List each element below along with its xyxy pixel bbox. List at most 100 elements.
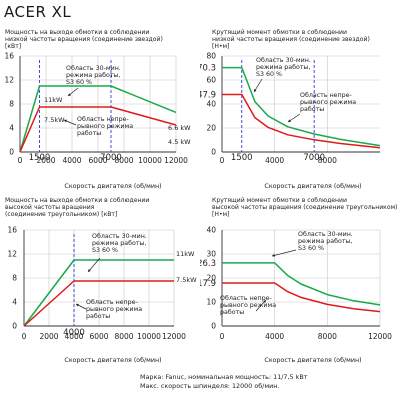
footer-specs: Марка: Fanuc, номинальная мощность: 11/7…	[140, 373, 307, 390]
annotation-text-line: режима работы,	[92, 239, 146, 247]
chart-3-annotation-arrowhead	[76, 303, 79, 307]
chart-1-x-tick-label: 12000	[164, 156, 188, 165]
annotation-text-line: работы	[77, 129, 101, 137]
chart-1-y-tick-label: 4	[9, 124, 14, 133]
chart-3-annotation-30min: Область 30-мин.режима работы,S3 60 %	[92, 232, 147, 254]
chart-3-xlabel: Скорость двигателя (об/мин)	[64, 357, 162, 364]
chart-4-y-tick-label: 30	[206, 250, 216, 259]
chart-2-series-continuous	[222, 93, 381, 149]
chart-3-y-tick-label: 12	[7, 250, 17, 259]
chart-3-annotation-arrowhead	[88, 269, 91, 272]
footer-line-2: Макс. скорость шпинделя: 12000 об/мин.	[140, 381, 280, 390]
chart-4-torque-value-label: 26.3	[200, 259, 216, 269]
annotation-text-line: S3 60 %	[92, 247, 118, 254]
chart-2-torque-value-label: 47.9	[200, 91, 216, 101]
annotation-text-line: режима работы,	[298, 237, 352, 245]
annotation-text-line: Область непре-	[300, 91, 352, 99]
chart-2-x-tick-label: 4000	[265, 156, 284, 165]
chart-1-x-tick-label: 4000	[62, 156, 81, 165]
annotation-text-line: рывного режима	[86, 306, 142, 313]
annotation-text-line: S3 60 %	[256, 71, 282, 78]
chart-3-x-tick-label: 6000	[89, 332, 108, 341]
chart-3-x-tick-label: 0	[22, 332, 27, 341]
chart-4-x-tick-label: 0	[220, 332, 225, 341]
chart-3-power-label: 11kW	[176, 250, 195, 258]
chart-1-power-label: 11kW	[44, 96, 63, 104]
chart-4-y-tick-label: 20	[206, 274, 216, 283]
chart-4-annotation-arrow	[271, 249, 297, 257]
chart-3-x-tick-label: 12000	[162, 332, 186, 341]
annotation-text-line: Область непре-	[86, 298, 138, 306]
chart-1-annotation-30min: Область 30-мин.режима работы,S3 60 %	[66, 64, 121, 86]
chart-1-power-label: 7.5kW	[44, 116, 65, 124]
chart-1-title-line: [кВт]	[5, 43, 22, 50]
chart-1-series-continuous	[19, 106, 177, 153]
annotation-text-line: Область 30-мин.	[66, 64, 121, 72]
chart-2-annotation-arrowhead	[254, 89, 257, 92]
chart-3-y-tick-label: 8	[12, 274, 17, 283]
chart-3-x-tick-label: 10000	[137, 332, 161, 341]
annotation-text-line: работы	[86, 312, 110, 320]
chart-3-title-line: Мощность на выходе обмотки в соблюдении	[5, 197, 150, 204]
chart-4-plot: 0 10 20 30 40 0 4000 8000 12000 26.3 17.9 Область 3…	[200, 226, 392, 341]
chart-1-y-tick-label: 0	[9, 148, 14, 157]
chart-4-annotation-30min: Область 30-мин.режима работы,S3 60 %	[298, 230, 353, 252]
footer-line-1: Марка: Fanuc, номинальная мощность: 11/7…	[140, 373, 308, 381]
chart-4-series-continuous	[222, 282, 381, 313]
chart-4-y-tick-label: 40	[206, 226, 216, 235]
chart-4-y-tick-label: 10	[206, 298, 216, 307]
chart-4-x-tick-label: 8000	[318, 332, 337, 341]
chart-1-plot: 0 4 8 12 16 0 2000 4000 6000 8000 10000 12000 1500 70…	[4, 52, 191, 165]
chart-1-power-label: 4.5 kW	[168, 138, 191, 146]
annotation-text-line: рывного режима	[220, 302, 276, 309]
annotation-text-line: рывного режима	[77, 123, 133, 130]
chart-3-title: Мощность на выходе обмотки в соблюдении …	[5, 197, 149, 218]
page-title: ACER XL	[4, 3, 72, 21]
chart-4-annotation-arrowhead	[263, 300, 266, 303]
chart-1-x-tick-label: 10000	[138, 156, 162, 165]
chart-1-annotation-arrowhead	[68, 93, 71, 96]
chart-1-title-line: Мощность на выходе обмотки в соблюдении	[5, 29, 150, 36]
annotation-text-line: Область непре-	[220, 294, 272, 302]
annotation-text-line: рывного режима	[300, 99, 356, 106]
chart-1-x-tick-label: 0	[18, 156, 23, 165]
chart-2-speed-marker-label: 7000	[303, 153, 325, 163]
chart-2-x-tick-label: 0	[220, 156, 225, 165]
chart-2-torque-value-label: 70.3	[200, 64, 216, 74]
chart-1-x-tick-label: 2000	[36, 156, 55, 165]
annotation-text-line: Область 30-мин.	[298, 230, 353, 238]
chart-3-y-tick-label: 4	[12, 298, 17, 307]
chart-2-x-tick-label: 8000	[318, 156, 337, 165]
chart-4-title-line: Крутящий момент обмотки в соблюдении	[212, 197, 347, 204]
chart-3-series-30min	[23, 259, 174, 327]
chart-2-series-30min	[222, 66, 381, 147]
chart-3-x-tick-label: 2000	[39, 332, 58, 341]
chart-4-series-30min	[222, 262, 381, 306]
chart-4-title: Крутящий момент обмотки в соблюдении выс…	[212, 197, 398, 218]
chart-3-title-line: высокой частоты вращения	[5, 204, 95, 211]
chart-4-title-line: [Н•м]	[212, 211, 230, 218]
chart-4-torque-value-label: 17.9	[200, 279, 216, 289]
chart-3-annotation-arrow	[87, 257, 101, 273]
annotation-text-line: Область непре-	[77, 115, 129, 123]
chart-1-y-tick-label: 8	[9, 100, 14, 109]
chart-2-y-tick-label: 80	[206, 52, 216, 61]
chart-1-annotation-arrowhead	[64, 119, 67, 123]
annotation-text-line: работы	[300, 105, 324, 113]
chart-2-plot: 0 20 40 60 80 0 4000 8000 1500 7000 70.3 47.9 Област…	[200, 52, 381, 165]
chart-2-title-line: [Н•м]	[212, 43, 230, 50]
chart-4-x-tick-label: 4000	[265, 332, 284, 341]
chart-1-speed-marker-label: 7000	[100, 153, 122, 163]
chart-2-xlabel: Скорость двигателя (об/мин)	[264, 183, 362, 190]
chart-2-title-line: низкой частоты вращения (соединение звез…	[212, 36, 370, 43]
chart-4-xlabel: Скорость двигателя (об/мин)	[264, 357, 362, 364]
chart-3-series-continuous	[23, 280, 174, 327]
chart-2-title-line: Крутящий момент обмотки в соблюдении	[212, 29, 347, 36]
chart-3-y-tick-label: 16	[7, 226, 17, 235]
chart-2-y-tick-label: 60	[206, 76, 216, 85]
chart-4-annotation-arrowhead	[272, 253, 275, 257]
chart-3-x-tick-label: 4000	[64, 332, 83, 341]
chart-4-y-tick-label: 0	[211, 322, 216, 331]
